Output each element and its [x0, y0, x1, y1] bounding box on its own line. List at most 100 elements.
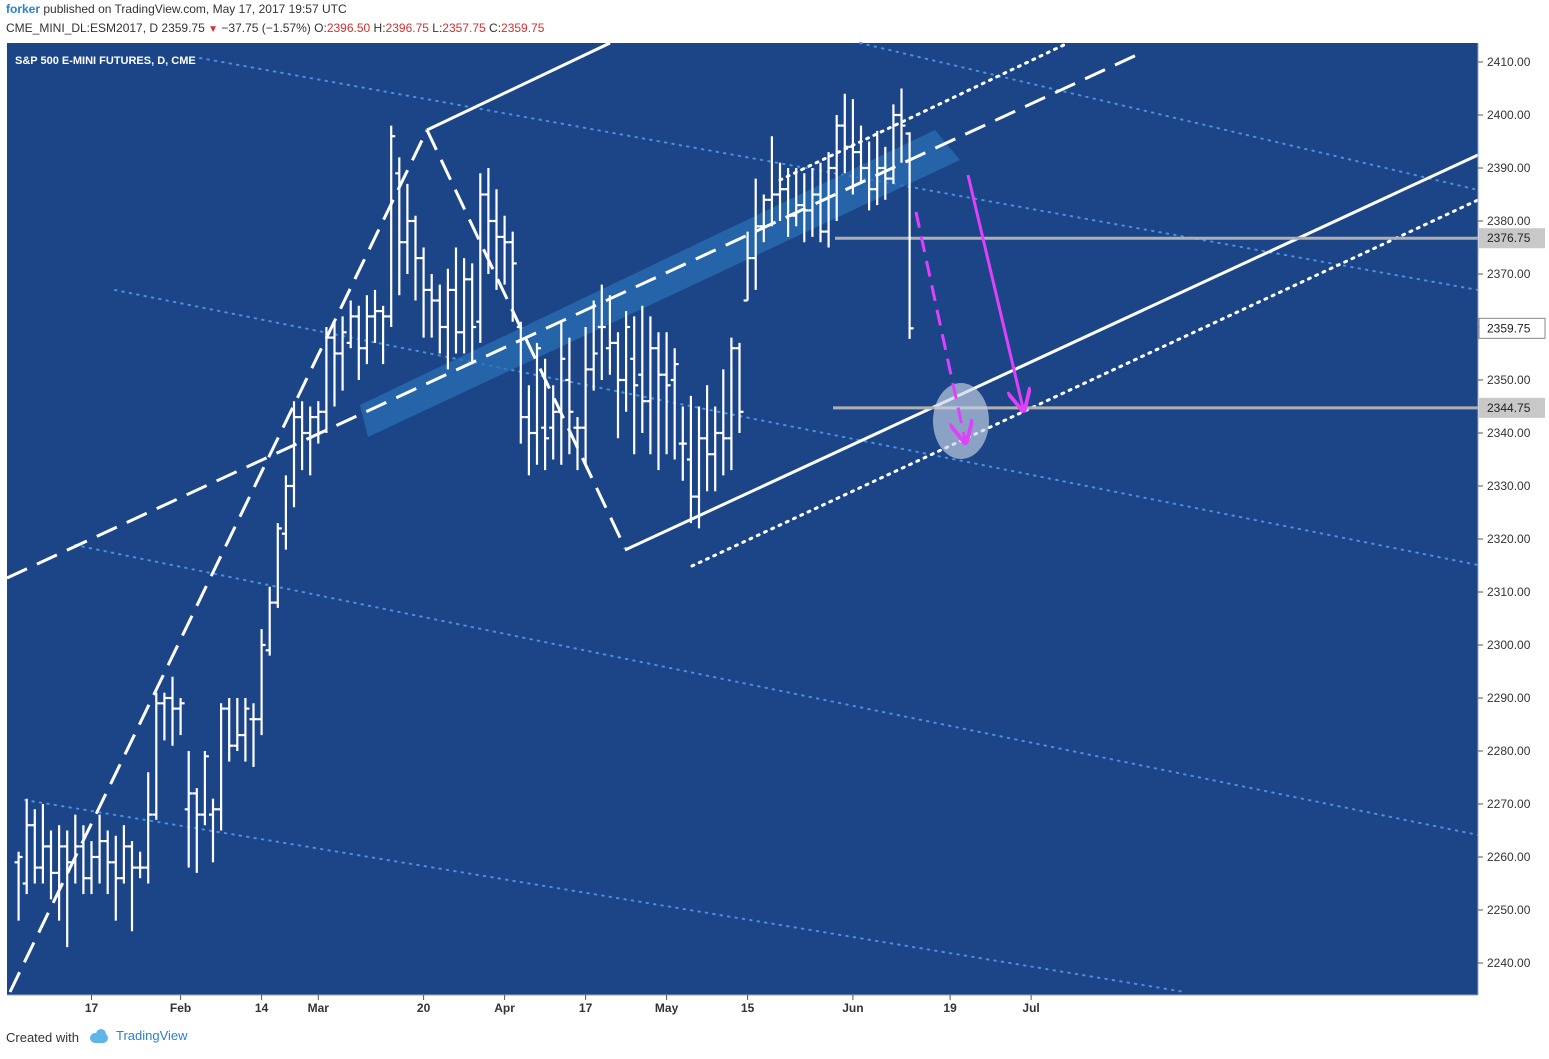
published-text: published on TradingView.com, May 17, 20… — [43, 2, 347, 16]
lower-channel-line — [624, 153, 1479, 552]
author-link[interactable]: forker — [6, 2, 41, 16]
y-tick-label: 2300.00 — [1487, 638, 1531, 652]
last-price-badge — [1478, 317, 1546, 339]
ohlc-bar — [395, 157, 404, 296]
ohlc-bar — [727, 337, 736, 471]
ohlc-bar — [622, 311, 631, 412]
ohlc-bar — [484, 168, 493, 274]
ohlc-bar — [573, 417, 582, 471]
ohlc-bar — [55, 825, 64, 921]
ohlc-bar — [362, 295, 371, 365]
pitchfork-leg-up — [8, 129, 429, 993]
ohlc-bar — [160, 692, 169, 741]
ohlc-bar — [265, 586, 274, 656]
ohlc-bar — [257, 629, 266, 736]
y-tick-label: 2270.00 — [1487, 797, 1531, 811]
ohlc-bar — [630, 316, 639, 455]
ohlc-bar — [881, 146, 890, 200]
ohlc-bar — [832, 115, 841, 221]
ohlc-bar — [103, 830, 112, 895]
ohlc-bar — [176, 698, 185, 736]
ohlc-bar — [597, 284, 606, 380]
ohlc-bar — [816, 162, 825, 243]
y-tick-label: 2250.00 — [1487, 903, 1531, 917]
ohlc-bar — [703, 385, 712, 492]
ohlc-bar — [840, 93, 849, 174]
ohlc-bar — [306, 406, 315, 476]
ohlc-bar — [767, 136, 776, 227]
y-tick-label: 2350.00 — [1487, 373, 1531, 387]
last-price-label: 2359.75 — [1487, 321, 1531, 335]
ohlc-bar — [857, 125, 865, 184]
ohlc-bar — [792, 168, 801, 227]
ohlc-bar — [686, 395, 695, 524]
down-arrow-icon: ▼ — [208, 24, 219, 35]
ohlc-bar — [241, 698, 250, 762]
ohlc-bar — [492, 189, 501, 290]
ohlc-bar — [298, 401, 307, 471]
x-tick-label: 20 — [417, 1001, 431, 1015]
close-label: C: — [489, 21, 502, 35]
ohlc-bar — [419, 247, 428, 338]
ohlc-bar — [784, 168, 793, 237]
ohlc-bar — [200, 751, 209, 826]
ohlc-bar — [411, 215, 420, 301]
brand-label: TradingView — [116, 1028, 188, 1043]
footer: Created with TradingView — [0, 1022, 1549, 1054]
ohlc-bar — [848, 99, 857, 195]
ohlc-bar — [14, 851, 23, 921]
ohlc-bar — [314, 401, 323, 444]
upper-dotted-line — [778, 41, 1070, 182]
ohlc-bar — [63, 830, 72, 948]
ohlc-bar — [468, 263, 477, 365]
ohlc-bar — [605, 295, 614, 375]
chart-header: forker published on TradingView.com, May… — [0, 0, 1549, 40]
ohlc-bar — [136, 851, 145, 879]
ohlc-bar — [168, 676, 177, 746]
ohlc-bar — [735, 342, 744, 433]
x-tick-label: 19 — [943, 1001, 957, 1015]
ohlc-bar — [427, 274, 436, 338]
ohlc-bar — [581, 327, 590, 465]
y-tick-label: 2390.00 — [1487, 161, 1531, 175]
level-price-badge — [1479, 397, 1545, 418]
x-tick-label: 17 — [579, 1001, 593, 1015]
y-tick-label: 2330.00 — [1487, 479, 1531, 493]
ohlc-bar — [111, 835, 120, 921]
ohlc-bar — [95, 814, 104, 884]
ohlc-bar — [800, 173, 809, 243]
ohlc-bar — [403, 183, 412, 274]
ohlc-bar — [776, 162, 784, 221]
high-label: H: — [373, 21, 386, 35]
ohlc-bar — [152, 692, 161, 820]
median-dashed-line — [6, 50, 1144, 580]
ohlc-bar — [452, 247, 460, 354]
y-tick-label: 2400.00 — [1487, 108, 1531, 122]
ohlc-bar — [184, 751, 193, 868]
symbol-info: CME_MINI_DL:ESM2017, D 2359.75 ▼ −37.75 … — [6, 21, 544, 35]
descending-channel-line — [859, 42, 1479, 191]
ohlc-bar — [209, 798, 217, 863]
y-tick-label: 2410.00 — [1487, 55, 1531, 69]
ohlc-bar — [354, 305, 363, 380]
ohlc-bar — [22, 798, 31, 895]
y-tick-label: 2310.00 — [1487, 585, 1531, 599]
ohlc-bar — [824, 152, 833, 248]
ohlc-bar — [516, 321, 525, 444]
y-tick-label: 2290.00 — [1487, 691, 1531, 705]
time-axis-background — [7, 995, 1478, 1022]
tradingview-brand[interactable]: TradingView — [88, 1028, 188, 1043]
ohlc-bar — [808, 168, 817, 237]
ohlc-bar — [87, 841, 96, 895]
ohlc-bar — [290, 401, 298, 508]
close-value: 2359.75 — [501, 21, 545, 35]
ohlc-bar — [281, 475, 290, 550]
y-tick-label: 2320.00 — [1487, 532, 1531, 546]
ohlc-bar — [371, 289, 379, 343]
ohlc-bar — [500, 215, 509, 285]
projected-arrow-solid — [966, 174, 1023, 408]
ohlc-bar — [751, 178, 760, 290]
level-price-badge — [1479, 228, 1545, 249]
